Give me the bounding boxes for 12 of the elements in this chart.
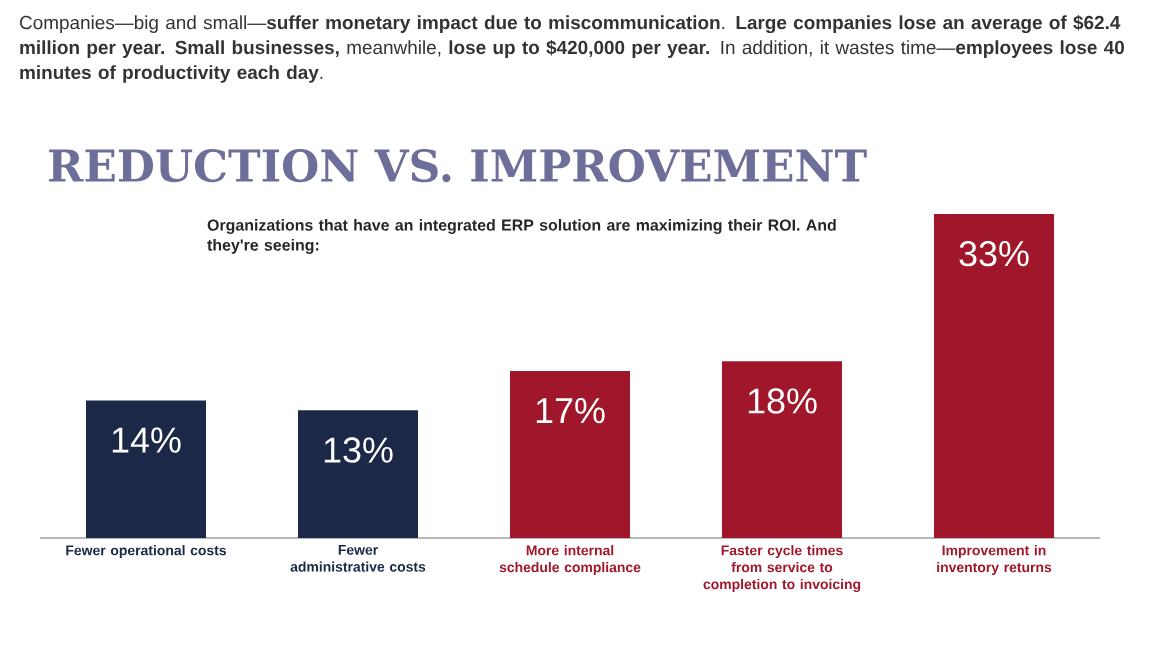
data-label: 33% bbox=[959, 240, 1029, 267]
bar bbox=[934, 213, 1055, 538]
bar bbox=[722, 361, 842, 538]
bar bbox=[298, 410, 418, 538]
data-label: 14% bbox=[112, 427, 181, 453]
bar bbox=[510, 371, 630, 538]
text: Companies—big and small—suffer monetary impact due to miscommunication. Large companies lose an average of $62.4 million per year. Small businesses, meanwhile, lose up to $420,000 per year. In addition, it wastes time—employees lose 40 minutes of productivity each day. bbox=[20, 15, 1124, 83]
chart-title: REDUCTION VS. IMPROVEMENT bbox=[49, 149, 867, 183]
data-label: 17% bbox=[536, 398, 605, 424]
data-label: 18% bbox=[748, 388, 817, 414]
bar bbox=[86, 400, 206, 538]
data-label: 13% bbox=[324, 437, 393, 463]
